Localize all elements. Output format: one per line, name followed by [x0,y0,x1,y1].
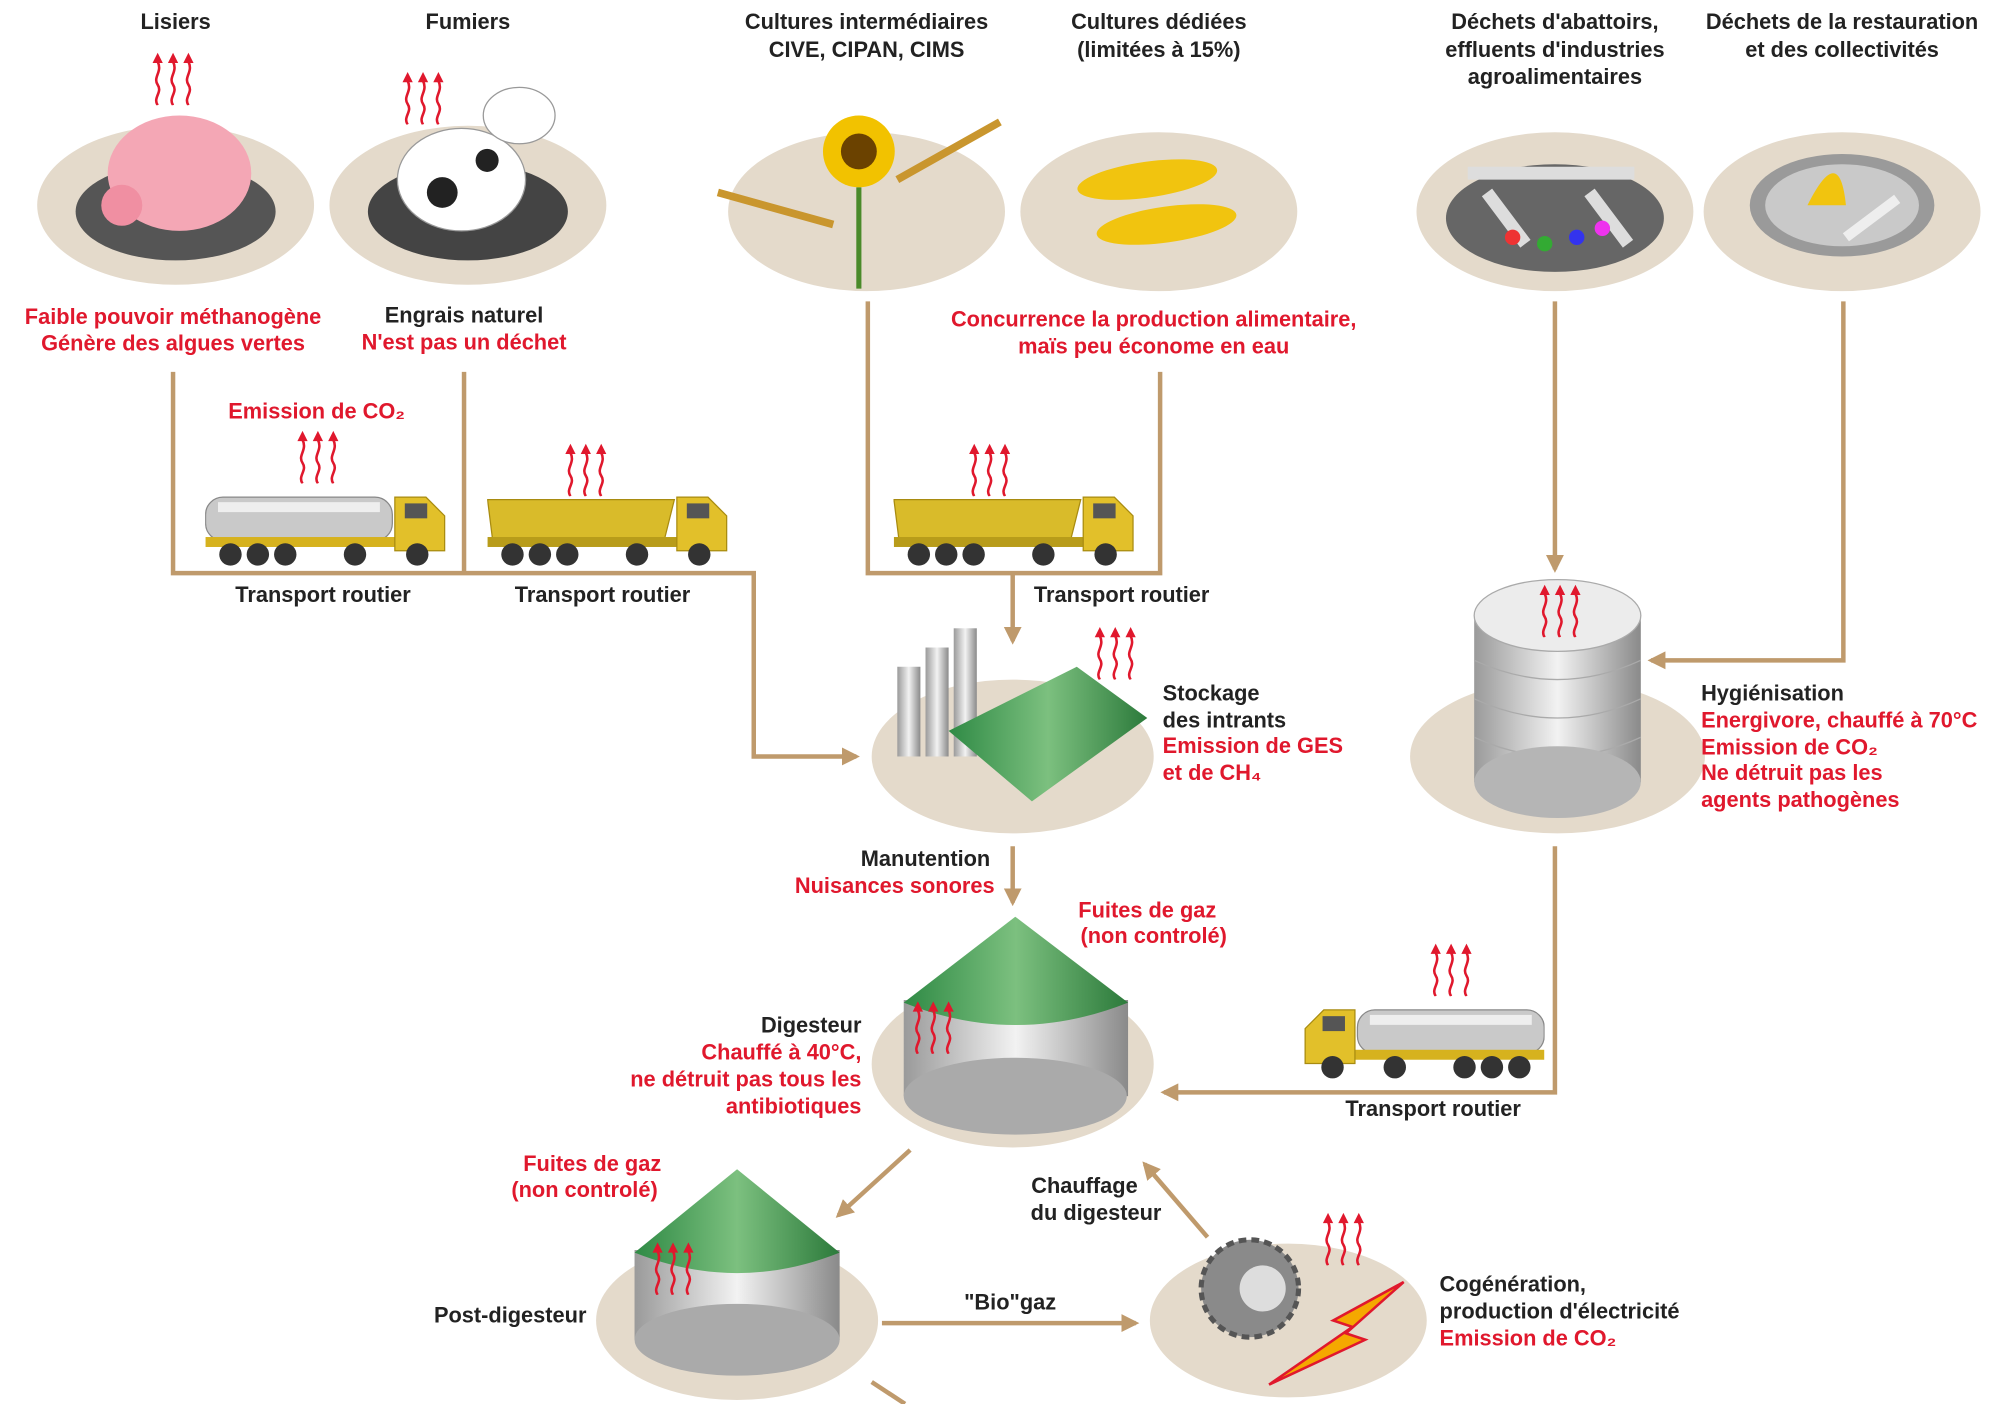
illustration [403,72,444,125]
illustration [397,128,525,231]
label: Emission de CO₂ [1701,735,1878,760]
label: Digesteur [761,1013,862,1038]
illustration [483,87,555,143]
diagram: Lisiers Fumiers Cultures intermédiaires … [0,0,2010,1404]
illustration [101,185,142,226]
flow-line [1651,301,1843,660]
label: Cultures intermédiaires [745,9,988,34]
label: Post-digesteur [434,1302,587,1327]
label: effluents d'industries [1445,37,1664,62]
label: Génère des algues vertes [41,331,305,356]
label: des intrants [1163,708,1286,733]
flow-lines [173,301,1843,1403]
label: Manutention [861,846,990,871]
label: Stockage [1163,681,1260,706]
label: N'est pas un déchet [362,329,567,354]
illustration [635,1169,840,1273]
illustration [1569,230,1584,245]
label: du digesteur [1031,1200,1162,1225]
label: (limitées à 15%) [1077,37,1240,62]
illustration [206,497,445,565]
label: Faible pouvoir méthanogène [25,304,322,329]
label: Emission de GES [1163,733,1343,758]
label: agroalimentaires [1468,64,1642,89]
label: Transport routier [235,582,411,607]
illustration [1095,627,1136,680]
label: antibiotiques [726,1093,862,1118]
illustration [635,1304,840,1376]
label: et de CH₄ [1163,760,1262,785]
illustration [153,53,194,106]
label: Nuisances sonores [795,873,995,898]
label: et des collectivités [1745,37,1939,62]
illustration [1595,221,1610,236]
label: Cultures dédiées [1071,9,1247,34]
illustration [297,431,338,484]
label: CIVE, CIPAN, CIMS [769,37,965,62]
label: Transport routier [515,582,691,607]
illustration [565,444,606,497]
label: Engrais naturel [385,303,544,328]
label: Cogénération, [1440,1272,1586,1297]
label: Déchets de la restauration [1706,9,1978,34]
illustration [904,1058,1127,1135]
label: "Bio"gaz [964,1290,1056,1315]
illustrations [37,53,1980,1400]
label: Ne détruit pas les [1701,760,1883,785]
illustration [427,177,458,208]
illustration [1474,746,1641,818]
illustration [969,444,1010,497]
label: Chauffé à 40°C, [701,1040,861,1065]
illustration [1431,944,1472,997]
label: Fuites de gaz [1078,897,1216,922]
illustration [488,497,727,565]
label: Concurrence la production alimentaire, [951,306,1356,331]
label: Fumiers [426,9,511,34]
label: Emission de CO₂ [1440,1325,1617,1350]
illustration [1305,1010,1544,1078]
illustration [926,648,949,757]
label: Hygiénisation [1701,681,1844,706]
flow-line [872,1382,905,1404]
illustration [897,667,920,757]
label: Emission de CO₂ [228,399,405,424]
illustration [1505,230,1520,245]
label: Energivore, chauffé à 70°C [1701,708,1978,733]
label: production d'électricité [1440,1299,1680,1324]
label: agents pathogènes [1701,787,1900,812]
illustration [894,497,1133,565]
label: Transport routier [1345,1096,1521,1121]
label: Transport routier [1034,582,1210,607]
illustration [1240,1265,1286,1311]
label: Fuites de gaz [523,1151,661,1176]
illustration [476,149,499,172]
label: (non controlé) [511,1177,657,1202]
illustration [1446,164,1664,272]
label: Chauffage [1031,1173,1138,1198]
label: Déchets d'abattoirs, [1451,9,1658,34]
illustration [841,133,877,169]
illustration [1537,236,1552,251]
label: ne détruit pas tous les [630,1067,861,1092]
label: (non controlé) [1080,923,1226,948]
flow-line [838,1150,910,1215]
label: maïs peu économe en eau [1018,333,1289,358]
label: Lisiers [141,9,211,34]
